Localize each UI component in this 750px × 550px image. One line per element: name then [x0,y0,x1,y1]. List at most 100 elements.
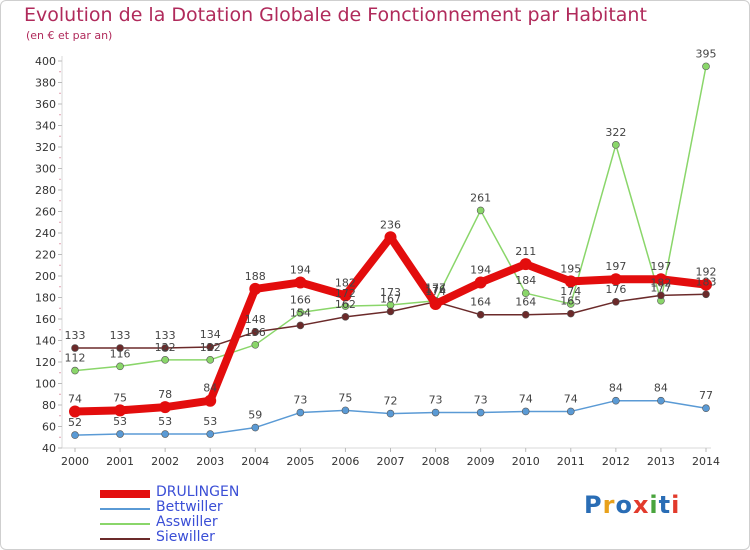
data-label-asswiller: 395 [696,47,717,60]
legend-label: Siewiller [156,529,215,545]
data-point-bettwiller [566,407,575,416]
data-point-siewiller [251,328,260,336]
data-point-drulingen [700,278,712,291]
x-tick-label: 2012 [602,455,630,468]
data-point-asswiller [296,308,305,317]
data-point-asswiller [612,141,620,149]
data-point-drulingen [204,394,217,407]
data-label-siewiller: 167 [380,292,401,305]
x-tick-label: 2001 [106,455,134,468]
y-tick-label: 80 [42,399,56,412]
data-point-bettwiller [612,396,620,405]
logo-letter: t [658,491,672,519]
y-tick-label: 40 [42,442,56,455]
data-label-bettwiller: 74 [564,392,578,405]
data-label-bettwiller: 59 [248,409,262,422]
x-tick-label: 2000 [61,455,89,468]
y-tick-label: 240 [35,227,56,240]
data-label-drulingen: 194 [470,263,491,276]
y-tick-label: 360 [35,98,56,111]
data-label-siewiller: 164 [515,296,536,309]
data-point-bettwiller [702,404,710,413]
y-tick-label: 220 [35,249,56,262]
data-label-drulingen: 78 [158,388,172,401]
data-label-drulingen: 197 [605,260,626,273]
data-label-siewiller: 133 [155,329,176,342]
data-label-asswiller: 184 [515,274,536,287]
x-tick-label: 2002 [151,455,179,468]
data-point-drulingen [159,401,172,414]
data-label-asswiller: 166 [290,294,311,307]
data-label-asswiller: 122 [155,341,176,354]
logo-letter: r [602,491,616,519]
chart-subtitle: (en € et par an) [26,29,113,42]
data-point-siewiller [521,310,530,319]
data-label-siewiller: 134 [200,328,221,341]
data-label-siewiller: 133 [110,329,131,342]
data-point-bettwiller [296,408,305,417]
data-point-siewiller [702,290,710,299]
data-label-asswiller: 261 [470,191,491,204]
data-label-bettwiller: 73 [293,394,307,407]
data-point-asswiller [116,362,124,371]
data-point-drulingen [654,273,667,286]
data-point-bettwiller [657,396,665,405]
data-point-siewiller [476,310,485,319]
data-point-drulingen [384,231,397,244]
legend-label: Asswiller [156,514,218,530]
data-point-bettwiller [476,408,485,417]
data-label-siewiller: 148 [245,313,266,326]
data-label-asswiller: 174 [560,285,581,298]
data-point-siewiller [161,344,169,352]
x-tick-label: 2014 [692,455,720,468]
data-point-asswiller [341,302,350,310]
data-point-bettwiller [431,408,440,417]
data-point-siewiller [657,291,665,300]
data-label-drulingen: 182 [335,276,356,289]
data-label-asswiller: 112 [65,352,86,365]
data-point-asswiller [566,300,575,308]
data-label-drulingen: 75 [113,391,127,404]
data-point-siewiller [341,313,350,321]
data-label-drulingen: 194 [290,263,311,276]
data-label-siewiller: 176 [425,283,446,296]
data-point-siewiller [612,297,620,306]
y-tick-label: 400 [35,55,56,68]
y-tick-label: 380 [35,77,56,90]
logo-letter: x [632,491,650,519]
y-tick-label: 340 [35,120,56,133]
data-point-bettwiller [341,406,350,415]
data-label-bettwiller: 52 [68,416,82,429]
data-label-drulingen: 195 [560,262,581,275]
data-label-bettwiller: 84 [654,382,668,395]
data-point-drulingen [564,275,577,288]
x-tick-label: 2007 [377,455,405,468]
y-tick-label: 320 [35,141,56,154]
legend-label: Bettwiller [156,499,223,515]
data-label-bettwiller: 72 [384,395,398,408]
x-tick-label: 2011 [557,455,585,468]
data-label-siewiller: 182 [650,276,671,289]
data-label-siewiller: 162 [335,298,356,311]
data-label-asswiller: 116 [110,347,131,360]
y-tick-label: 100 [35,378,56,391]
data-label-siewiller: 164 [470,296,491,309]
y-tick-label: 280 [35,184,56,197]
data-label-siewiller: 165 [560,295,581,308]
y-tick-label: 200 [35,270,56,283]
y-tick-label: 260 [35,206,56,219]
data-point-drulingen [69,405,81,418]
data-label-asswiller: 322 [605,126,626,139]
data-point-bettwiller [71,431,79,439]
legend-swatch [100,490,150,498]
data-point-asswiller [161,356,169,364]
chart-title: Evolution de la Dotation Globale de Fonc… [24,4,647,26]
legend-label: DRULINGEN [156,484,240,500]
y-tick-label: 120 [35,356,56,369]
data-point-drulingen [249,282,262,295]
data-label-drulingen: 236 [380,218,401,231]
logo-letter: i [649,491,659,519]
legend-swatch [100,508,150,510]
legend-swatch [100,538,150,540]
